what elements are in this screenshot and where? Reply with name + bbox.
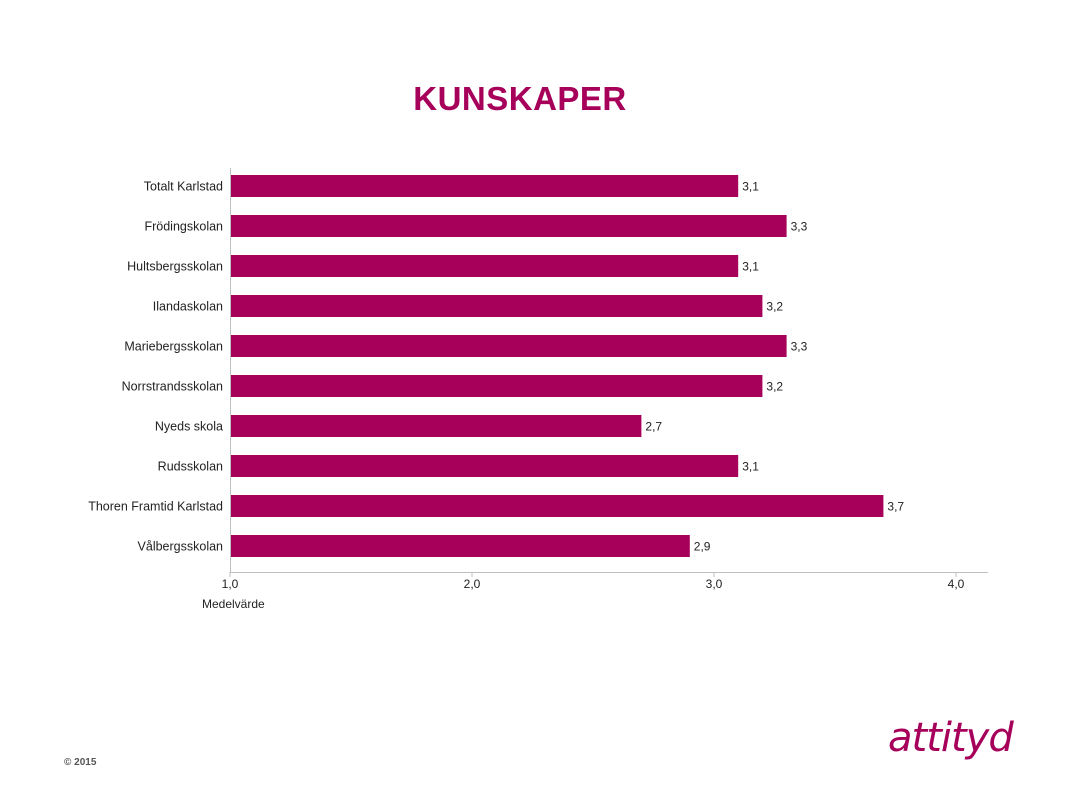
logo-text: attityd <box>888 715 1014 761</box>
category-label-0: Totalt Karlstad <box>144 180 223 194</box>
category-label-6: Nyeds skola <box>155 420 223 434</box>
bar-7 <box>230 455 739 477</box>
bar-8 <box>230 495 884 517</box>
x-tick-label-2: 3,0 <box>706 577 723 591</box>
x-tick-label-3: 4,0 <box>948 577 965 591</box>
bar-5 <box>230 375 763 397</box>
bar-9 <box>230 535 690 557</box>
value-label-8: 3,7 <box>887 500 904 514</box>
x-axis-title: Medelvärde <box>202 597 265 611</box>
bar-0 <box>230 175 739 197</box>
slide-title: KUNSKAPER <box>413 80 627 117</box>
x-tick-label-1: 2,0 <box>464 577 481 591</box>
x-tick-label-0: 1,0 <box>222 577 239 591</box>
copyright-text: © 2015 <box>64 757 97 768</box>
value-label-3: 3,2 <box>766 300 783 314</box>
value-label-4: 3,3 <box>791 340 808 354</box>
category-label-2: Hultsbergsskolan <box>127 260 223 274</box>
category-label-5: Norrstrandsskolan <box>122 380 223 394</box>
category-label-9: Vålbergsskolan <box>138 540 224 554</box>
value-label-6: 2,7 <box>645 420 662 434</box>
value-label-0: 3,1 <box>742 180 759 194</box>
category-label-7: Rudsskolan <box>158 460 223 474</box>
category-label-8: Thoren Framtid Karlstad <box>88 500 223 514</box>
category-label-4: Mariebergsskolan <box>124 340 223 354</box>
bar-4 <box>230 335 787 357</box>
bar-1 <box>230 215 787 237</box>
bar-2 <box>230 255 739 277</box>
category-label-1: Frödingskolan <box>144 220 223 234</box>
bar-6 <box>230 415 642 437</box>
value-label-5: 3,2 <box>766 380 783 394</box>
attityd-logo: attityd <box>888 715 1014 761</box>
value-label-2: 3,1 <box>742 260 759 274</box>
value-label-1: 3,3 <box>791 220 808 234</box>
bar-3 <box>230 295 763 317</box>
value-label-7: 3,1 <box>742 460 759 474</box>
category-label-3: Ilandaskolan <box>153 300 223 314</box>
value-label-9: 2,9 <box>694 540 711 554</box>
